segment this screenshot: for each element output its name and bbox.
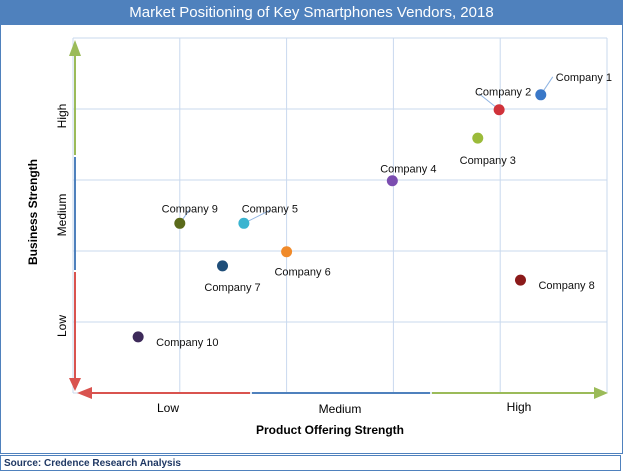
x-axis-right-arrow [594, 387, 608, 399]
x-tick-low: Low [157, 401, 179, 415]
scatter-chart: Company 1 Company 2 Company 3 Company 4 Comp… [26, 37, 612, 437]
data-label: Company 3 [460, 155, 516, 167]
data-point [238, 217, 250, 229]
y-axis-up-arrow [69, 40, 81, 56]
y-axis-down-arrow [69, 378, 81, 391]
data-label: Company 10 [156, 337, 218, 349]
grid [72, 37, 608, 394]
axes [69, 40, 608, 399]
data-label: Company 7 [204, 282, 260, 294]
data-point [174, 217, 186, 229]
points: Company 1 Company 2 Company 3 Company 4 Comp… [132, 72, 612, 349]
y-tick-low: Low [55, 315, 69, 337]
data-label: Company 6 [274, 267, 330, 279]
x-axis-left-arrow [77, 387, 92, 399]
source-note: Source: Credence Research Analysis [0, 455, 621, 471]
y-tick-high: High [55, 104, 69, 129]
data-point [132, 331, 144, 343]
y-axis-label: Business Strength [26, 159, 40, 265]
data-point [514, 274, 526, 286]
data-point [386, 175, 398, 187]
x-tick-high: High [507, 400, 532, 414]
x-axis-label: Product Offering Strength [256, 423, 404, 437]
data-label: Company 1 [556, 72, 612, 84]
data-label: Company 8 [538, 280, 594, 292]
data-point [217, 260, 229, 272]
y-tick-medium: Medium [55, 194, 69, 237]
data-point [472, 132, 484, 144]
data-label: Company 4 [380, 164, 436, 176]
chart-title: Market Positioning of Key Smartphones Ve… [0, 0, 623, 25]
x-tick-medium: Medium [319, 402, 362, 416]
data-point [535, 89, 547, 101]
data-label: Company 9 [162, 203, 218, 215]
data-label: Company 2 [475, 87, 531, 99]
data-point [493, 104, 505, 116]
data-point [281, 246, 293, 258]
data-label: Company 5 [242, 203, 298, 215]
